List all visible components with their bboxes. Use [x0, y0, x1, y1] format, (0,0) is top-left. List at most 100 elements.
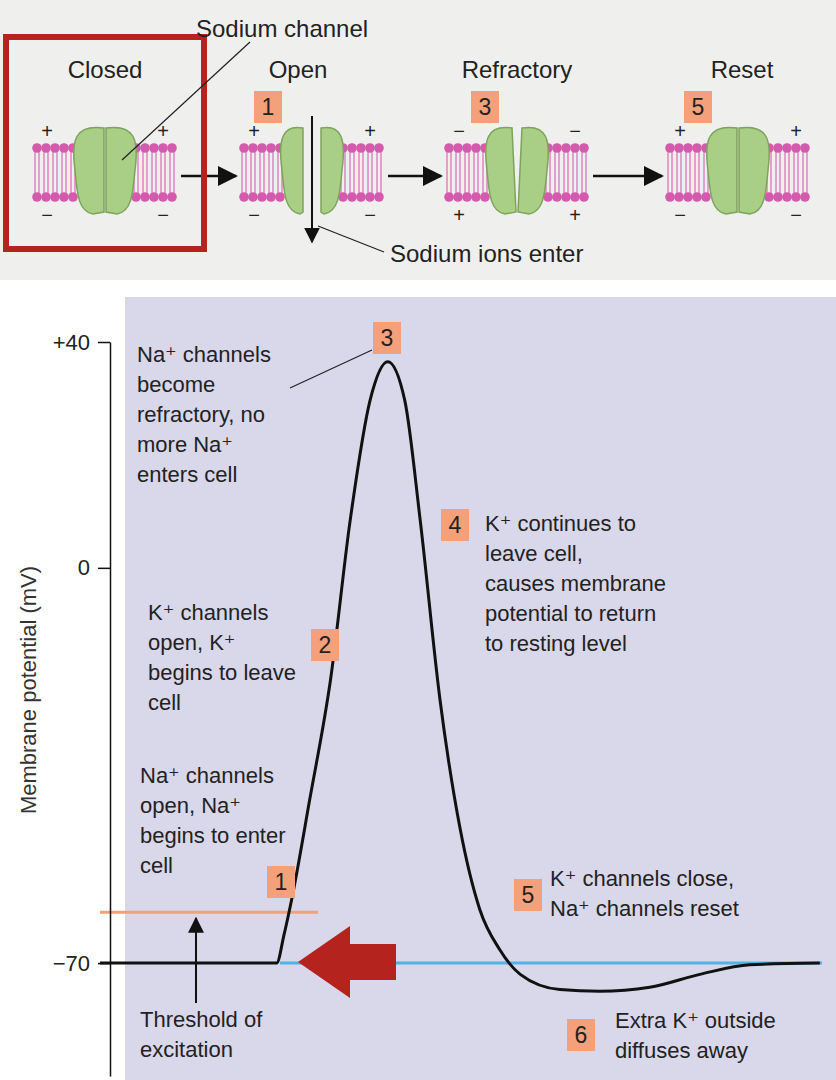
annotation-text: refractory, no [137, 402, 265, 427]
charge-sign: − [453, 120, 465, 142]
annotation-text: K⁺ channels [148, 600, 268, 625]
lipid-head [773, 192, 783, 202]
step-badge: 5 [684, 91, 712, 123]
lipid-tail [572, 152, 573, 193]
potential-curve [100, 362, 820, 992]
lipid-head [257, 192, 267, 202]
lipid-tail [160, 152, 161, 193]
badge-box [267, 866, 295, 898]
annotation-text: K⁺ channels close, [550, 866, 734, 891]
lipid-head [356, 143, 366, 153]
lipid-tail [680, 152, 681, 193]
channel-state: Reset5+−+− [665, 56, 810, 226]
lipid-tail [245, 152, 246, 193]
lipid-tail [142, 152, 143, 193]
tick-mark [98, 342, 110, 344]
lipid-head [453, 192, 463, 202]
step-badge: 4 [441, 509, 469, 541]
badge-number: 3 [479, 94, 492, 120]
state-label: Open [269, 56, 328, 83]
lipid-head [374, 192, 384, 202]
lipid-head [561, 143, 571, 153]
lipid-tail [689, 152, 690, 193]
annotation: K⁺ continues toleave cell,causes membran… [441, 509, 666, 656]
badge-number: 5 [522, 882, 535, 908]
lipid-head [374, 143, 384, 153]
tick-label: +40 [53, 330, 90, 355]
annotation-text: potential to return [485, 601, 656, 626]
channel-half [486, 127, 516, 214]
lipid-tail [797, 152, 798, 193]
lipid-head [444, 143, 454, 153]
annotation-text: more Na⁺ [137, 432, 233, 457]
threshold-arrow [195, 918, 197, 1003]
lipid-head [356, 192, 366, 202]
badge-number: 6 [575, 1022, 588, 1048]
annotation-text: become [137, 372, 215, 397]
lipid-head [140, 192, 150, 202]
lipid-head [674, 192, 684, 202]
channel-panel: Closed+−+−Open1+−+−Refractory3−+−+Reset5… [0, 0, 836, 280]
badge-box [514, 879, 542, 911]
annotation: K⁺ channelsopen, K⁺begins to leavecell2 [148, 600, 339, 715]
lipid-tail [779, 152, 780, 193]
lipid-head [683, 192, 693, 202]
lipid-head [692, 143, 702, 153]
lipid-tail [52, 152, 53, 193]
channel-half [707, 127, 737, 214]
lipid-head [552, 192, 562, 202]
badge-box [254, 91, 282, 123]
badge-number: 1 [262, 94, 275, 120]
lipid-head [347, 143, 357, 153]
annotation: Extra K⁺ outsidediffuses away6 [567, 1008, 776, 1063]
charge-sign: + [248, 120, 260, 142]
lipid-head [365, 143, 375, 153]
lipid-tail [56, 152, 57, 193]
lipid-tail [344, 152, 345, 193]
annotation-text: cell [140, 853, 173, 878]
lipid-tail [554, 152, 555, 193]
lipid-tail [151, 152, 152, 193]
annotation-text: to resting level [485, 631, 627, 656]
ion-arrow [311, 116, 313, 242]
lipid-tail [473, 152, 474, 193]
panel-background [0, 0, 836, 280]
channel-half [739, 127, 769, 214]
lipid-tail [585, 152, 586, 193]
lipid-head [701, 192, 711, 202]
charge-sign: + [790, 120, 802, 142]
lipid-tail [169, 152, 170, 193]
lipid-head [266, 192, 276, 202]
lipid-head [570, 192, 580, 202]
lipid-tail [241, 152, 242, 193]
lipid-head [665, 192, 675, 202]
charge-sign: + [364, 120, 376, 142]
lipid-head [266, 143, 276, 153]
lipid-head [773, 143, 783, 153]
lipid-tail [450, 152, 451, 193]
lipid-tail [698, 152, 699, 193]
badge-number: 4 [449, 512, 462, 538]
lipid-head [32, 143, 42, 153]
lipid-head [674, 143, 684, 153]
lipid-tail [459, 152, 460, 193]
lipid-head [782, 192, 792, 202]
annotation-text: K⁺ continues to [485, 511, 636, 536]
lipid-tail [43, 152, 44, 193]
lipid-head [149, 192, 159, 202]
lipid-head [59, 192, 69, 202]
lipid-head [782, 143, 792, 153]
lipid-tail [61, 152, 62, 193]
charge-sign: − [41, 204, 53, 226]
lipid-tail [694, 152, 695, 193]
lipid-tail [775, 152, 776, 193]
lipid-tail [671, 152, 672, 193]
annotation-text: begins to enter [140, 823, 286, 848]
step-badge: 1 [254, 91, 282, 123]
lipid-head [167, 192, 177, 202]
flow-arrow [181, 175, 236, 178]
badge-box [441, 509, 469, 541]
lipid-head [158, 192, 168, 202]
lipid-tail [65, 152, 66, 193]
flow-label: Sodium ions enter [390, 240, 583, 267]
